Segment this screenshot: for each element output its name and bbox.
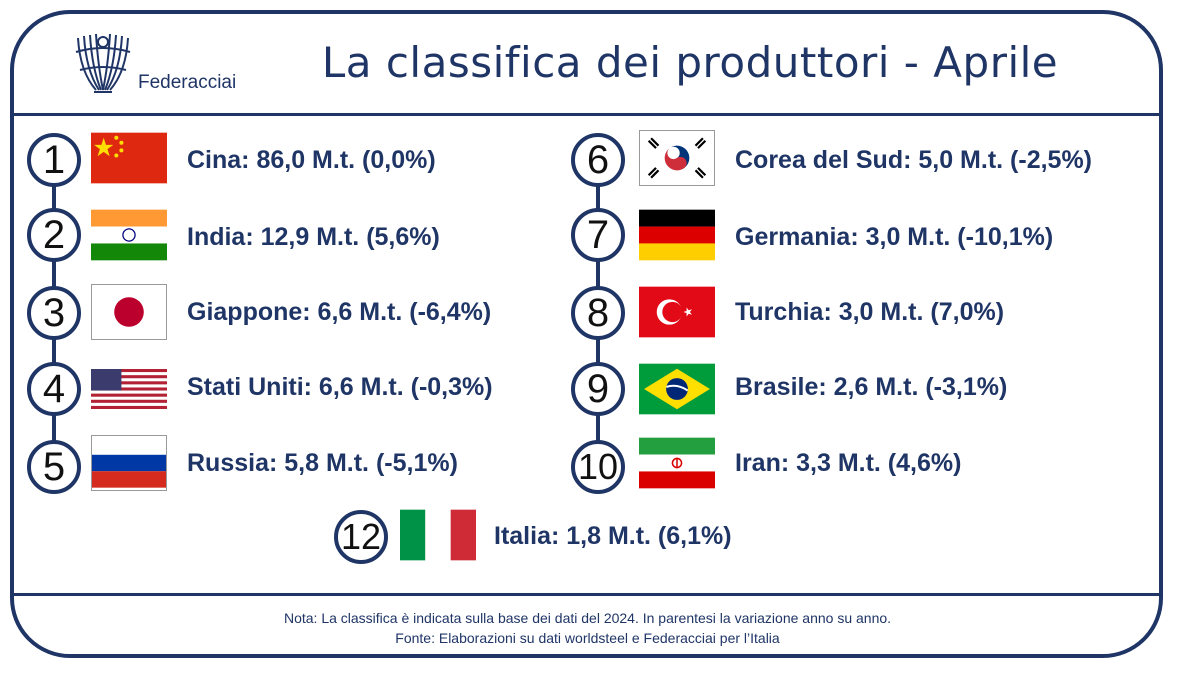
rank-badge: 1 [27, 133, 81, 187]
rank-badge: 3 [27, 286, 81, 340]
country-label-italia: Italia: 1,8 M.t. (6,1%) [494, 522, 732, 550]
header-divider [14, 113, 1163, 116]
rank-badge: 2 [27, 208, 81, 262]
footer-divider [14, 593, 1163, 596]
brazil-flag [639, 361, 715, 417]
country-label-cina: Cina: 86,0 M.t. (0,0%) [187, 146, 436, 174]
italy-flag [400, 507, 476, 563]
rank-badge: 10 [571, 440, 625, 494]
rank-badge: 7 [571, 208, 625, 262]
iran-flag [639, 435, 715, 491]
rank-badge: 4 [27, 362, 81, 416]
logo-text: Federacciai [138, 72, 237, 93]
germany-flag [639, 207, 715, 263]
country-label-corea-del-sud: Corea del Sud: 5,0 M.t. (-2,5%) [735, 146, 1093, 174]
country-label-turchia: Turchia: 3,0 M.t. (7,0%) [735, 298, 1005, 326]
china-flag [91, 130, 167, 186]
usa-flag [91, 361, 167, 417]
country-label-giappone: Giappone: 6,6 M.t. (-6,4%) [187, 298, 492, 326]
country-label-russia: Russia: 5,8 M.t. (-5,1%) [187, 449, 458, 477]
india-flag [91, 207, 167, 263]
country-label-germania: Germania: 3,0 M.t. (-10,1%) [735, 223, 1054, 251]
turkey-flag [639, 284, 715, 340]
footer-note: Nota: La classifica è indicata sulla bas… [283, 610, 892, 626]
federacciai-logo-icon [75, 33, 131, 93]
russia-flag [91, 435, 167, 491]
rank-badge: 8 [571, 286, 625, 340]
card-frame [10, 10, 1163, 658]
country-label-brasile: Brasile: 2,6 M.t. (-3,1%) [735, 373, 1008, 401]
country-label-iran: Iran: 3,3 M.t. (4,6%) [735, 449, 962, 477]
country-label-stati-uniti: Stati Uniti: 6,6 M.t. (-0,3%) [187, 373, 493, 401]
japan-flag [91, 284, 167, 340]
country-label-india: India: 12,9 M.t. (5,6%) [187, 223, 440, 251]
rank-badge: 12 [334, 510, 388, 564]
page-title: La classifica dei produttori - Aprile [321, 38, 1059, 87]
rank-badge: 5 [27, 440, 81, 494]
rank-badge: 6 [571, 133, 625, 187]
rank-badge: 9 [571, 362, 625, 416]
footer-source: Fonte: Elaborazioni su dati worldsteel e… [395, 630, 780, 646]
south-korea-flag [639, 130, 715, 186]
